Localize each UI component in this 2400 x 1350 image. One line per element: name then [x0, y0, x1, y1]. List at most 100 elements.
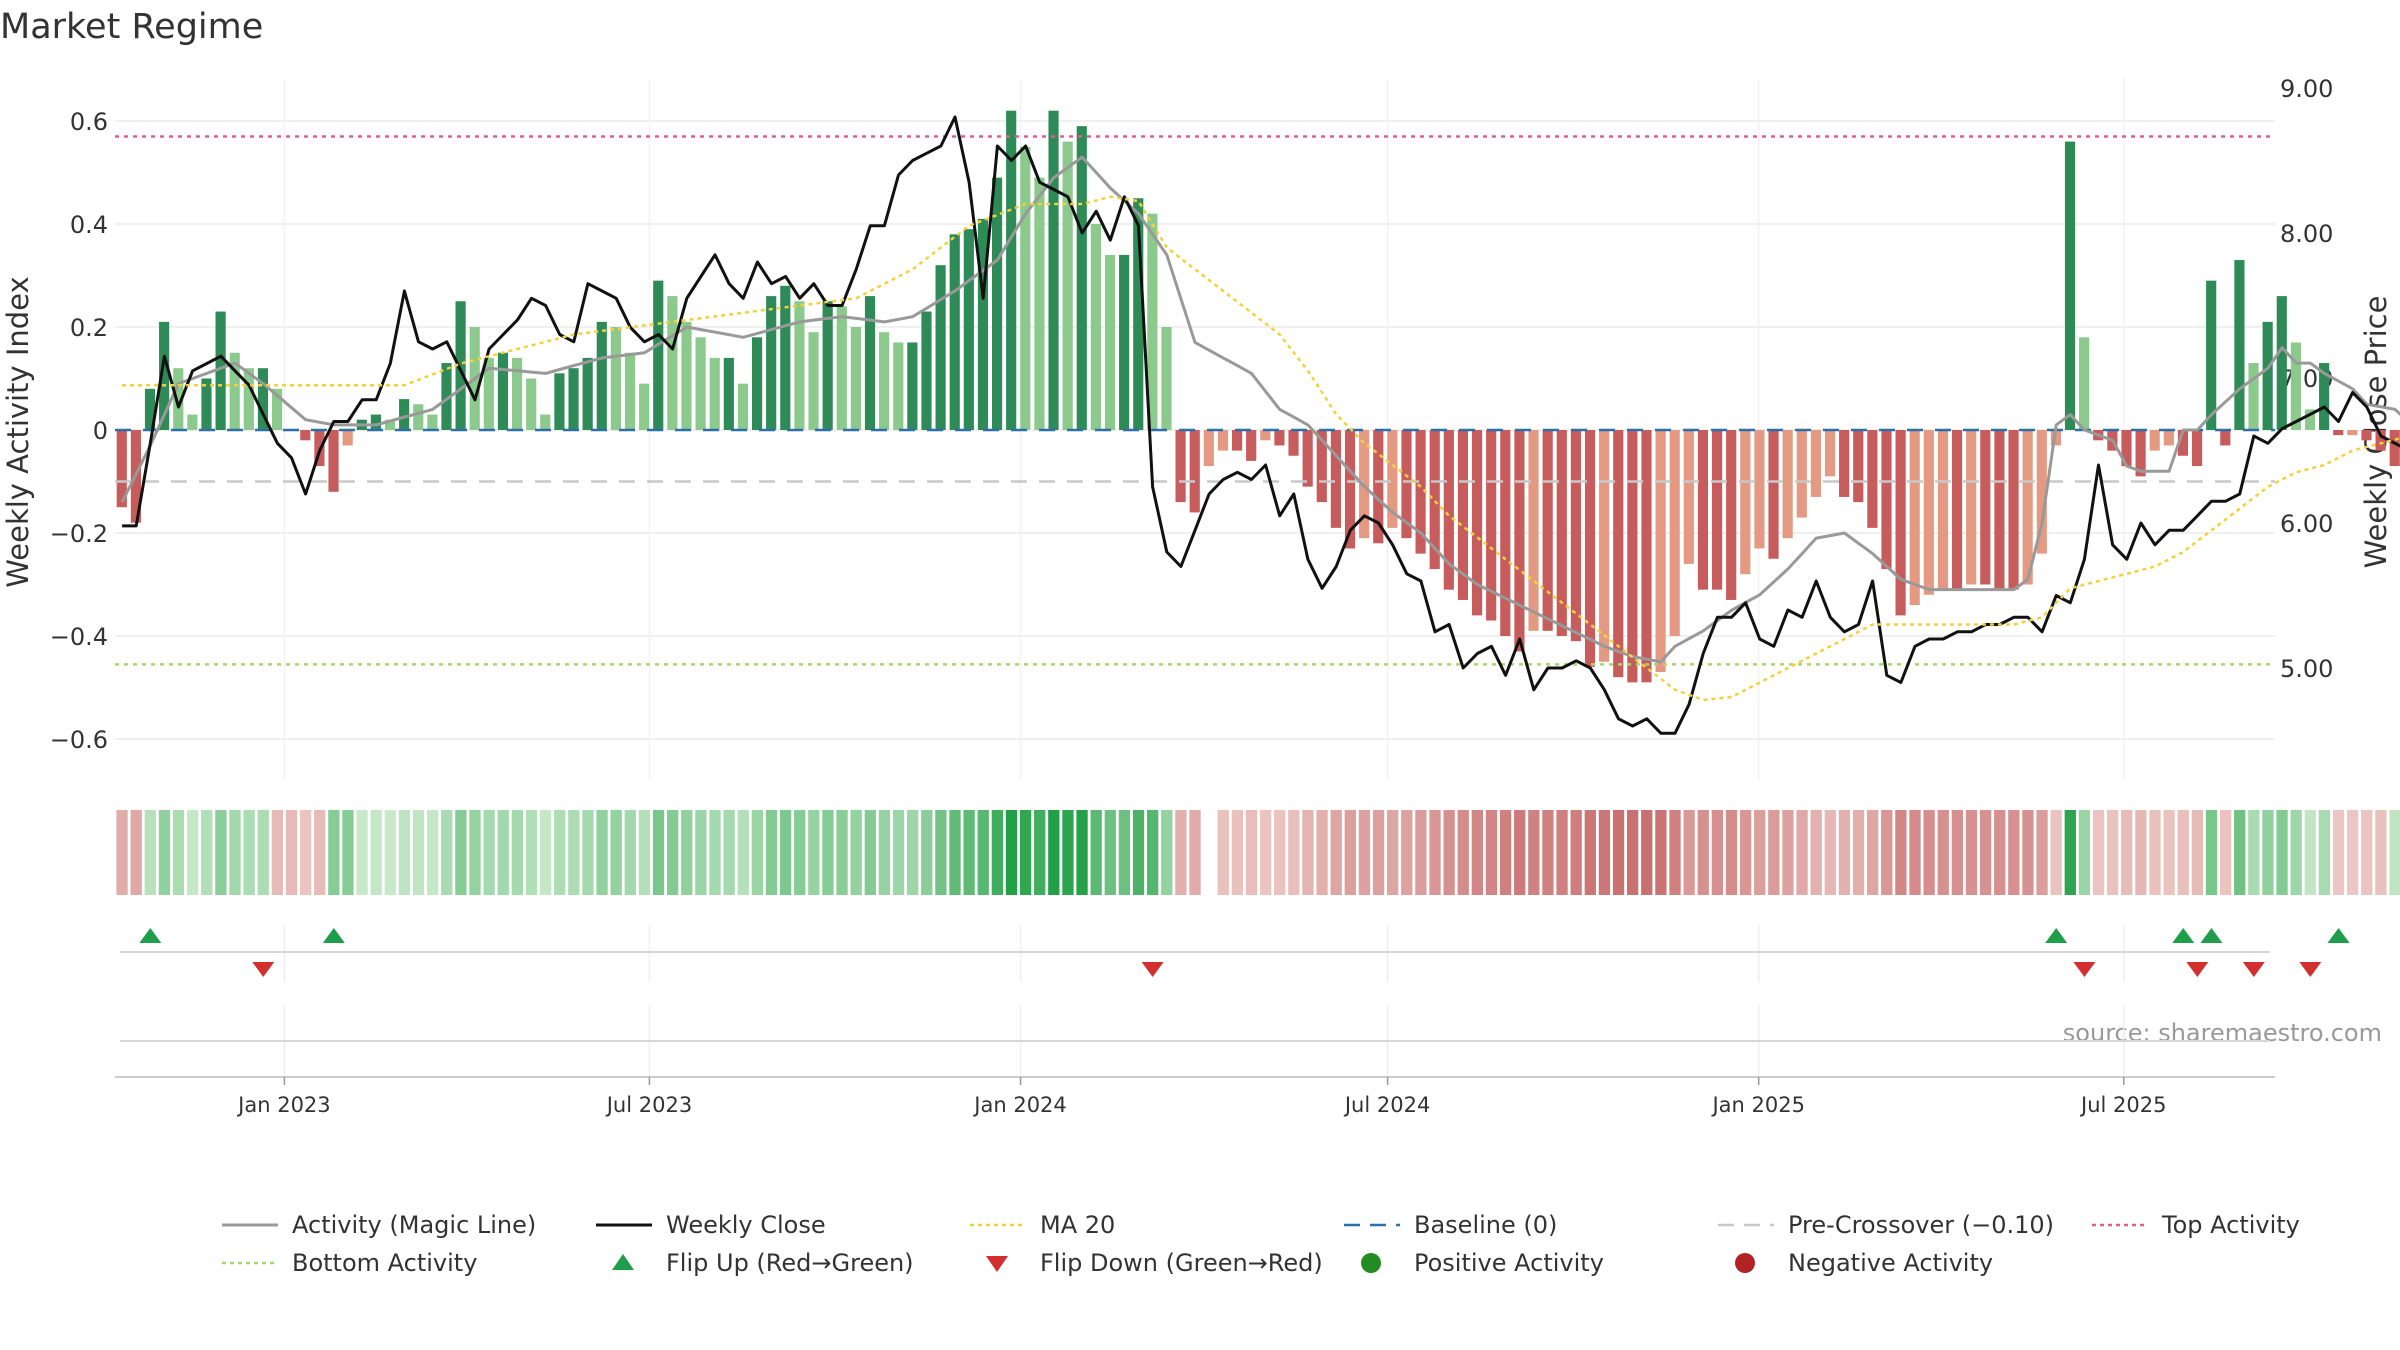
regime-strip-cell: [412, 810, 425, 895]
activity-bar: [2304, 409, 2316, 430]
activity-bar: [1316, 430, 1327, 503]
regime-strip-cell: [2191, 810, 2203, 895]
activity-bar: [1486, 430, 1497, 621]
regime-strip-cell: [681, 810, 693, 895]
regime-strip-cell: [1796, 810, 1808, 895]
activity-bar: [723, 357, 734, 430]
regime-strip-cell: [1909, 810, 1921, 895]
activity-bar: [554, 373, 565, 430]
activity-bar: [2276, 296, 2287, 430]
regime-strip-cell: [2234, 810, 2246, 895]
regime-strip-cell: [1048, 810, 1060, 895]
activity-bar: [766, 296, 777, 430]
activity-bar: [2319, 363, 2330, 430]
activity-bar: [483, 357, 494, 430]
regime-strip-cell: [1881, 810, 1893, 895]
legend-label: Baseline (0): [1414, 1211, 1557, 1239]
activity-bar: [1062, 141, 1073, 430]
flip-down-marker: [2073, 962, 2096, 977]
regime-strip-cell: [1274, 810, 1286, 895]
legend-label: Activity (Magic Line): [292, 1211, 536, 1239]
regime-strip-cell: [1161, 810, 1173, 895]
regime-strip-cell: [1528, 810, 1540, 895]
legend-swatch-circle: [1361, 1253, 1381, 1273]
legend-item: Activity (Magic Line): [222, 1211, 536, 1239]
activity-bar: [144, 388, 156, 430]
regime-strip-cell: [1330, 810, 1342, 895]
flip-down-marker: [1141, 962, 1164, 977]
activity-bar: [1020, 146, 1031, 430]
regime-strip-cell: [1697, 810, 1709, 895]
activity-bar: [836, 306, 847, 430]
regime-strip-cell: [836, 810, 848, 895]
regime-strip-cell: [864, 810, 876, 895]
activity-bar: [1796, 430, 1807, 518]
regime-strip-cell: [1005, 810, 1018, 895]
flip-up-marker: [2200, 928, 2223, 943]
activity-bar: [159, 321, 170, 430]
activity-bar: [1006, 110, 1017, 430]
activity-bar: [2121, 430, 2132, 467]
legend-item: Flip Up (Red→Green): [612, 1249, 914, 1277]
regime-strip-cell: [1090, 810, 1102, 895]
activity-bar: [1528, 430, 1539, 631]
regime-strip-cell: [624, 810, 636, 895]
activity-bar: [1217, 430, 1229, 451]
regime-strip-cell: [610, 810, 622, 895]
regime-strip-cell: [1852, 810, 1865, 895]
activity-bar: [1330, 430, 1341, 528]
flip-up-marker: [2327, 928, 2350, 943]
left-axis-title: Weekly Activity Index: [1, 276, 35, 587]
regime-strip-cell: [2092, 810, 2105, 895]
regime-strip-cell: [1288, 810, 1300, 895]
left-tick-label: 0.2: [70, 314, 108, 342]
activity-bar: [1980, 430, 1991, 585]
right-tick-label: 9.00: [2280, 75, 2333, 103]
regime-strip-cell: [1838, 810, 1851, 895]
activity-bar: [1514, 430, 1525, 652]
activity-bar: [695, 337, 706, 430]
legend-item: Pre-Crossover (−0.10): [1718, 1211, 2054, 1239]
activity-bar: [2262, 321, 2273, 430]
activity-bar: [2022, 430, 2033, 585]
activity-bar: [808, 332, 819, 430]
activity-bar: [1457, 430, 1469, 600]
regime-strip-cell: [1358, 810, 1371, 895]
activity-bar: [991, 177, 1003, 430]
regime-strip-cell: [1104, 810, 1116, 895]
regime-strip-cell: [2347, 810, 2359, 895]
regime-strip-cell: [314, 810, 326, 895]
activity-bar: [1655, 430, 1666, 673]
regime-strip-cell: [695, 810, 707, 895]
regime-strip-cell: [1245, 810, 1258, 895]
activity-bar: [441, 363, 452, 430]
regime-strip-cell: [1147, 810, 1159, 895]
activity-bar: [1231, 430, 1243, 451]
left-tick-label: 0: [93, 417, 108, 445]
left-tick-label: −0.4: [50, 623, 108, 651]
regime-strip-cell: [1062, 810, 1074, 895]
activity-bar: [1429, 430, 1440, 570]
regime-strip-cell: [243, 810, 255, 895]
legend-item: Weekly Close: [596, 1211, 826, 1239]
regime-strip-cell: [667, 810, 679, 895]
legend-item: Top Activity: [2092, 1211, 2300, 1239]
activity-bar: [2248, 363, 2259, 430]
legend-label: Bottom Activity: [292, 1249, 477, 1277]
series-line-ma-20: [122, 195, 2400, 702]
activity-bar: [935, 265, 946, 430]
activity-bar: [300, 430, 311, 441]
regime-strip-cell: [483, 810, 495, 895]
regime-strip-cell: [1824, 810, 1836, 895]
activity-bar: [1726, 430, 1737, 600]
date-tick-label: Jan 2023: [236, 1093, 331, 1117]
flip-up-marker: [2172, 928, 2195, 943]
activity-bar: [328, 430, 339, 492]
date-tick-label: Jan 2025: [1710, 1093, 1805, 1117]
regime-strip-cell: [582, 810, 594, 895]
activity-bar: [1090, 224, 1101, 430]
flip-down-marker: [2299, 962, 2322, 977]
regime-strip-cell: [1401, 810, 1413, 895]
regime-strip-cell: [497, 810, 509, 895]
regime-strip-cell: [1514, 810, 1526, 895]
